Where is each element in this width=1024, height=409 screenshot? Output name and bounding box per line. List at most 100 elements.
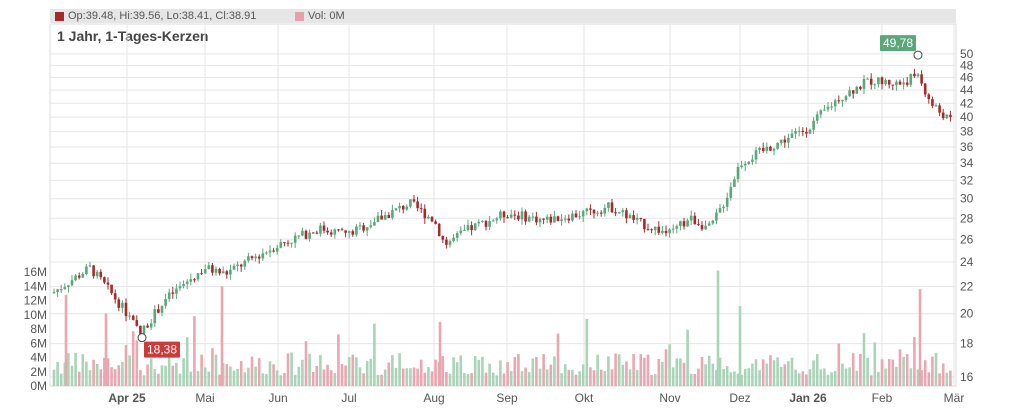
chart-title: 1 Jahr, 1-Tages-Kerzen (57, 28, 209, 44)
candle-body (927, 94, 931, 100)
volume-bar (916, 369, 920, 386)
volume-bar (164, 365, 167, 386)
volume-bar (776, 357, 779, 386)
candle-body (905, 82, 909, 85)
volume-bar (589, 367, 592, 386)
candle-body (790, 133, 794, 138)
volume-bar (578, 371, 581, 386)
volume-bar (913, 337, 916, 386)
volume-bar (441, 356, 445, 386)
volume-bar (751, 363, 754, 386)
volume-bar (211, 348, 214, 386)
volume-bar (85, 361, 88, 386)
candle-body (481, 221, 484, 223)
high-label-text: 49,78 (883, 36, 913, 50)
candle-body (283, 242, 286, 244)
volume-bar (635, 370, 639, 386)
volume-spike-bar (438, 321, 442, 386)
volume-bar (592, 370, 596, 386)
volume-bar (556, 333, 560, 386)
candle-body (139, 325, 142, 334)
volume-bar (355, 357, 358, 386)
candle-body (182, 284, 185, 287)
candle-body (297, 235, 301, 237)
volume-bar (315, 365, 319, 386)
volume-bar (59, 373, 63, 386)
volume-bar (733, 371, 736, 386)
volume-bar (625, 361, 628, 386)
candle-body (448, 241, 452, 245)
candle-body (506, 217, 509, 219)
volume-bar (77, 371, 81, 386)
candle-body (599, 212, 603, 214)
volume-bar (279, 375, 283, 386)
volume-bar (189, 371, 193, 386)
volume-bar (607, 356, 610, 386)
candle-body (718, 208, 722, 213)
volume-bar (740, 374, 743, 386)
candle-body (365, 227, 369, 231)
volume-bar (758, 370, 761, 386)
volume-bar (553, 356, 556, 386)
volume-bar (614, 353, 617, 386)
candle-body (311, 232, 315, 234)
volume-bar (574, 374, 578, 386)
volume-tick-label: 10M (24, 308, 47, 322)
price-tick-label: 38 (960, 125, 974, 139)
candle-body (607, 202, 610, 208)
volume-bar (909, 368, 913, 386)
candle-body (110, 284, 113, 294)
volume-bar (538, 368, 542, 386)
volume-tick-label: 12M (24, 294, 47, 308)
volume-bar (427, 367, 430, 386)
volume-bar (563, 364, 567, 386)
candle-body (747, 161, 751, 164)
volume-bar (513, 357, 517, 386)
candle-body (391, 210, 394, 218)
candle-body (416, 201, 419, 209)
volume-bar (455, 362, 459, 386)
volume-bar (715, 369, 718, 386)
volume-bar (646, 354, 650, 386)
candle-body (617, 212, 621, 214)
candle-body (675, 226, 679, 229)
candle-body (419, 208, 423, 210)
volume-bar (139, 370, 142, 386)
volume-bar (380, 374, 383, 386)
volume-bar (747, 368, 751, 386)
volume-bar (322, 369, 326, 386)
candle-body (722, 206, 725, 209)
volume-tick-label: 16M (24, 265, 47, 279)
candle-body (797, 130, 801, 132)
volume-bar (416, 368, 419, 386)
volume-bar (491, 372, 495, 386)
candle-body (484, 221, 488, 227)
volume-bar (581, 364, 585, 386)
volume-bar (833, 370, 837, 386)
candle-body (736, 166, 740, 180)
candle-body (301, 230, 304, 236)
candle-body (265, 252, 268, 254)
candle-body (437, 223, 441, 236)
volume-bar (729, 372, 733, 386)
candle-body (67, 285, 70, 288)
candle-body (247, 256, 250, 261)
volume-bar (787, 361, 790, 386)
volume-bar (722, 369, 725, 386)
candle-body (772, 148, 776, 151)
ohlc-swatch (55, 11, 64, 21)
candle-body (499, 211, 502, 219)
volume-bar (661, 361, 664, 386)
volume-bar (697, 368, 700, 386)
volume-bar (81, 354, 85, 386)
candle-body (589, 208, 592, 210)
volume-bar (358, 367, 362, 386)
candle-body (704, 225, 707, 230)
candle-body (164, 298, 167, 306)
volume-bar (643, 357, 646, 386)
volume-bar (869, 375, 873, 386)
volume-bar (182, 358, 185, 386)
candle-body (70, 280, 74, 286)
candle-body (628, 215, 632, 219)
volume-bar (283, 373, 286, 386)
